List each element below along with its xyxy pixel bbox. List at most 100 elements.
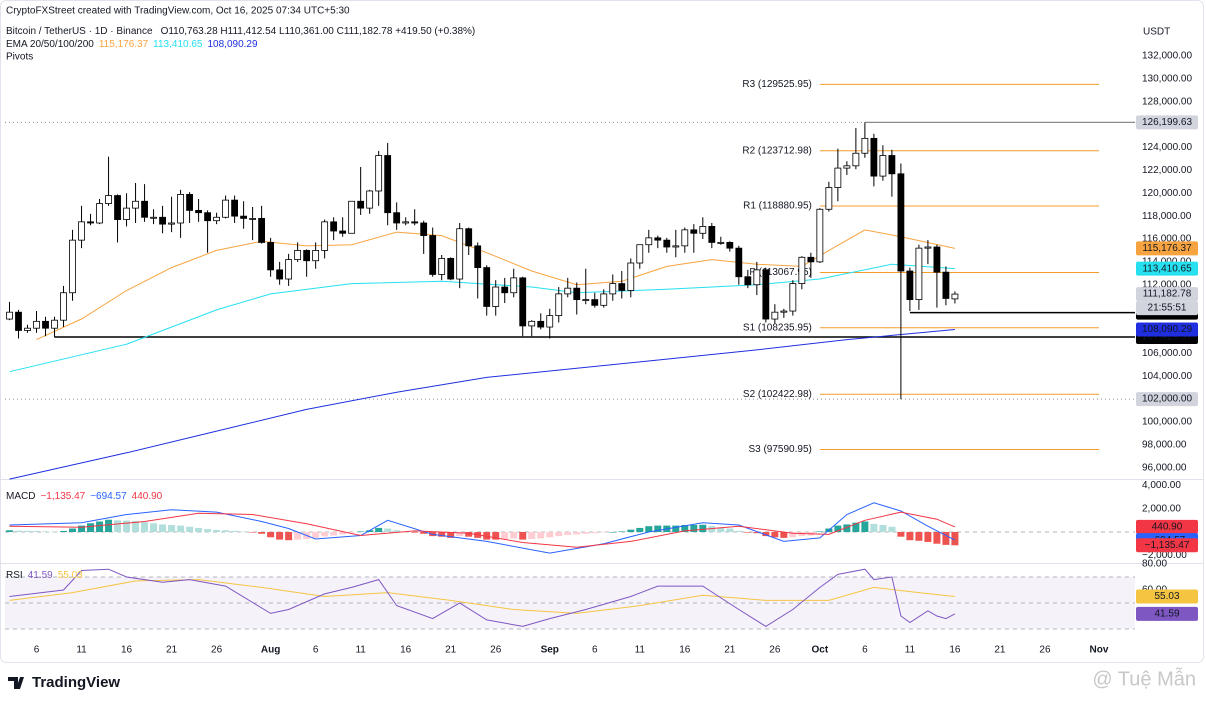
histogram-bar	[492, 532, 500, 540]
pivots-legend: Pivots	[6, 52, 33, 63]
x-tick-label: 11	[635, 645, 646, 656]
y-tick-label: 124,000.00	[1142, 142, 1192, 153]
candle-body	[447, 258, 455, 280]
y-tick-label: 106,000.00	[1142, 348, 1192, 359]
histogram-bar	[123, 520, 131, 533]
histogram-bar	[618, 531, 626, 533]
x-tick-label: 21	[724, 645, 736, 656]
y-tick-label: 118,000.00	[1142, 211, 1192, 222]
candle-body	[222, 199, 229, 218]
histogram-bar	[942, 532, 950, 545]
histogram-bar	[780, 532, 788, 538]
macd-line	[9, 502, 956, 554]
y-tick-label: 128,000.00	[1142, 96, 1192, 107]
x-tick-label: 6	[862, 645, 868, 656]
y-tick-label: 104,000.00	[1142, 371, 1192, 382]
histogram-bar	[447, 532, 455, 538]
level-tag: 126,199.63	[1142, 117, 1192, 128]
rsi-line	[9, 579, 955, 614]
candle-body	[717, 242, 725, 244]
histogram-bar	[699, 524, 707, 533]
histogram-bar	[843, 524, 851, 533]
histogram-bar	[177, 525, 185, 533]
candle-body	[303, 250, 311, 262]
macd-tag: 440.90	[1152, 522, 1183, 533]
x-tick-label: 26	[490, 645, 502, 656]
y-tick-label: 112,000.00	[1142, 279, 1192, 290]
candle-body	[87, 221, 94, 224]
x-tick-label: 21	[445, 645, 457, 656]
histogram-bar	[690, 525, 698, 533]
candle-body	[420, 222, 428, 236]
logo-mark	[8, 677, 24, 689]
histogram-bar	[771, 532, 779, 538]
histogram-bar	[609, 532, 617, 533]
candle-body	[915, 247, 923, 301]
histogram-tag: −1,135.47	[1145, 540, 1190, 551]
candle-body	[78, 221, 85, 241]
rsi-value: 41.59	[28, 570, 53, 581]
pivot-label: R2 (123712.98)	[742, 145, 812, 156]
candle-body	[96, 203, 103, 224]
histogram-bar	[231, 530, 239, 533]
pivot-label: P (113067.95)	[749, 267, 811, 278]
histogram-bar	[294, 532, 302, 540]
level-tag-bg	[1136, 115, 1198, 130]
frame	[0, 0, 1204, 663]
candle-body	[465, 228, 473, 247]
candle-body	[294, 250, 302, 260]
symbol-legend: Bitcoin / TetherUS · 1D · Binance O110,76…	[6, 26, 475, 37]
histogram-bar	[393, 530, 401, 533]
ema-tag-bg	[1136, 322, 1198, 337]
x-tick-label: 26	[211, 645, 223, 656]
histogram-bar	[510, 532, 518, 539]
histogram-bar	[501, 532, 509, 540]
histogram-tag-bg	[1136, 538, 1198, 553]
histogram-bar	[249, 532, 257, 533]
candle-body	[663, 239, 671, 248]
pivot-label: S3 (97590.95)	[748, 444, 811, 455]
histogram-bar	[564, 532, 572, 535]
candle-body	[528, 320, 536, 327]
histogram-bar	[627, 529, 635, 533]
candle-body	[429, 235, 437, 275]
y-tick-label: 130,000.00	[1142, 74, 1192, 85]
candle-body	[546, 315, 554, 328]
histogram-bar	[888, 526, 896, 533]
last-price-tag-bg	[1136, 287, 1198, 302]
histogram-bar	[420, 532, 428, 534]
candle-body	[258, 218, 266, 243]
x-tick-label: 6	[313, 645, 319, 656]
histogram-bar	[330, 532, 338, 536]
credit: CryptoFXStreet created with TradingView.…	[6, 6, 350, 17]
histogram-bar	[204, 529, 212, 533]
logo: TradingView	[8, 674, 120, 691]
x-tick-label: 21	[166, 645, 178, 656]
ema-value: 115,176.37	[99, 39, 149, 50]
histogram-bar	[708, 526, 716, 533]
candle-body	[807, 256, 815, 263]
x-tick-label: 6	[592, 645, 598, 656]
histogram-bar	[906, 532, 914, 541]
histogram-value: −1,135.47	[40, 491, 85, 502]
rsi-tag-bg	[1136, 589, 1198, 604]
histogram-bar	[33, 530, 41, 533]
x-tick-label: Nov	[1090, 645, 1109, 656]
histogram-bar	[762, 532, 770, 537]
histogram-bar	[78, 525, 86, 533]
histogram-bar	[339, 532, 347, 535]
ema-tag: 113,410.65	[1142, 263, 1192, 274]
histogram-bar	[384, 528, 392, 533]
candle-body	[951, 293, 959, 300]
pivot-label: S2 (102422.98)	[743, 389, 812, 400]
candle-body	[600, 293, 608, 306]
rsi-band	[5, 577, 1135, 629]
y-tick-label: 98,000.00	[1142, 439, 1187, 450]
candle-body	[150, 216, 157, 219]
ema-line	[9, 263, 955, 373]
candle-body	[699, 226, 707, 234]
ema-line	[36, 229, 956, 341]
candle-body	[636, 244, 644, 264]
candle-body	[123, 207, 130, 220]
macd-line	[9, 511, 956, 548]
